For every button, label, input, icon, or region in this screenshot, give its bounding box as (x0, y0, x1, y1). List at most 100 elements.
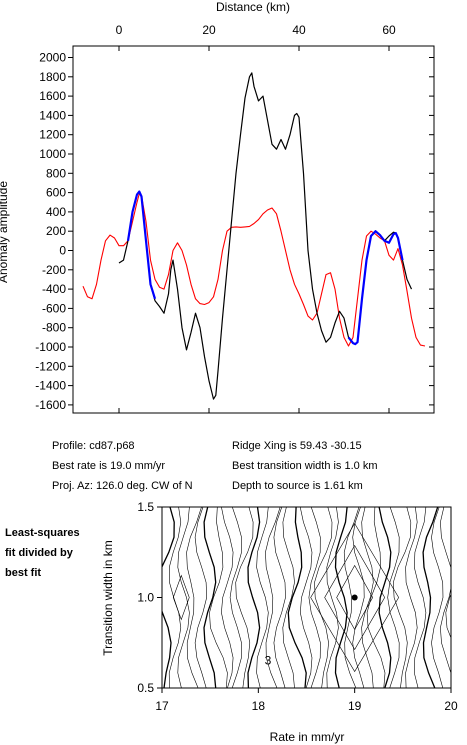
contour-plot-frame (161, 506, 452, 689)
y-tick-label: -200 (42, 263, 66, 277)
contour-x-tick-label: 20 (444, 699, 458, 713)
x-axis-label: Distance (km) (216, 0, 290, 14)
contour-line (256, 507, 269, 688)
side-note-line-3: best fit (5, 567, 41, 579)
y-tick-label: 1000 (39, 147, 66, 161)
y-tick-label: -1600 (35, 398, 66, 412)
contour-y-tick-label: 0.5 (137, 681, 154, 695)
best-rate: Best rate is 19.0 mm/yr (52, 460, 165, 472)
contour-line (247, 507, 261, 688)
contour-line (162, 507, 175, 688)
y-tick-label: -1000 (35, 340, 66, 354)
y-tick-label: 1200 (39, 128, 66, 142)
y-tick-label: 200 (46, 224, 66, 238)
contour-line (361, 507, 374, 688)
contour-line (186, 507, 202, 688)
contour-line (209, 507, 228, 688)
contour-line (235, 507, 254, 688)
y-tick-label: 2000 (39, 51, 66, 65)
profile-series-group (82, 72, 426, 400)
contour-line (265, 507, 281, 688)
contour-line (392, 507, 412, 688)
contour-x-tick-label: 17 (155, 699, 169, 713)
y-tick-label: -1200 (35, 359, 66, 373)
y-tick-label: 800 (46, 166, 66, 180)
y-tick-label: 1400 (39, 108, 66, 122)
contour-line (431, 507, 444, 688)
x-tick-label: 60 (382, 23, 396, 37)
y-tick-label: 1600 (39, 89, 66, 103)
contour-line (366, 507, 386, 688)
y-tick-label: 400 (46, 205, 66, 219)
contour-label: 3 (265, 653, 272, 667)
best-fit-point (351, 594, 358, 601)
side-note-line-1: Least-squares (5, 527, 80, 539)
contour-line (314, 507, 333, 688)
contour-line (326, 507, 339, 688)
contour-line (287, 507, 307, 688)
best-transition: Best transition width is 1.0 km (232, 460, 378, 472)
contour-line (299, 507, 313, 688)
y-tick-label: 600 (46, 186, 66, 200)
y-tick-label: 0 (59, 244, 66, 258)
profile-plot-frame (72, 45, 435, 414)
contour-line (273, 507, 286, 688)
y-tick-label: 1800 (39, 70, 66, 84)
profile-name: Profile: cd87.p68 (52, 440, 135, 452)
projection-azimuth: Proj. Az: 126.0 deg. CW of N (52, 480, 193, 492)
contour-x-axis-label: Rate in mm/yr (270, 730, 345, 744)
contour-line (343, 507, 360, 688)
contour-line (405, 507, 418, 688)
y-tick-label: -800 (42, 321, 66, 335)
x-tick-label: 40 (292, 23, 306, 37)
model-line (82, 193, 426, 347)
profile-x-ticks: 0 20 40 60 (116, 23, 396, 413)
contour-line (168, 507, 182, 688)
contour-line (177, 507, 190, 688)
contour-line (221, 507, 234, 688)
y-tick-label: -1400 (35, 379, 66, 393)
fit-segment-line (126, 190, 157, 300)
contour-line (378, 507, 392, 688)
contour-line (445, 593, 451, 639)
y-axis-label: Anomaly amplitude (0, 181, 10, 283)
x-tick-label: 0 (116, 23, 123, 37)
contour-line (282, 507, 295, 688)
contour-clip (162, 507, 451, 688)
contour-plot: 3 17 18 19 20 1.5 1.0 0.5 Rate in mm/yr Trans… (101, 500, 458, 744)
ridge-xing: Ridge Xing is 59.43 -30.15 (232, 440, 362, 452)
contour-line (422, 507, 439, 688)
contour-y-axis-label: Transition width in km (101, 540, 115, 656)
fit-segment-line (347, 230, 404, 346)
contour-x-tick-label: 18 (252, 699, 266, 713)
y-tick-label: -600 (42, 301, 66, 315)
side-note: Least-squares fit divided by best fit (5, 527, 80, 579)
y-tick-label: -400 (42, 282, 66, 296)
info-block: Profile: cd87.p68 Ridge Xing is 59.43 -3… (52, 440, 378, 492)
contour-lines-group (162, 507, 451, 688)
contour-ring (310, 522, 400, 673)
contour-ring (172, 574, 190, 621)
contour-line (334, 507, 348, 688)
contour-line (229, 507, 242, 688)
contour-x-ticks: 17 18 19 20 (155, 688, 458, 713)
depth-to-source: Depth to source is 1.61 km (232, 480, 363, 492)
contour-y-ticks: 1.5 1.0 0.5 (137, 500, 162, 695)
contour-line (413, 507, 427, 688)
observed-line (118, 72, 413, 400)
contour-y-tick-label: 1.5 (137, 500, 154, 514)
contour-line (194, 507, 208, 688)
x-tick-label: 20 (202, 23, 216, 37)
contour-line (440, 507, 451, 678)
contour-ring (336, 564, 374, 631)
contour-line (203, 507, 217, 688)
contour-line (308, 507, 321, 688)
contour-y-tick-label: 1.0 (137, 591, 154, 605)
contour-ring (324, 544, 386, 651)
side-note-line-2: fit divided by (5, 547, 74, 559)
contour-line (352, 507, 365, 688)
profile-y-ticks: 2000180016001400120010008006004002000-20… (35, 51, 434, 412)
profile-plot: 0 20 40 60 20001800160014001200100080060040… (0, 0, 435, 414)
contour-line (387, 507, 400, 688)
